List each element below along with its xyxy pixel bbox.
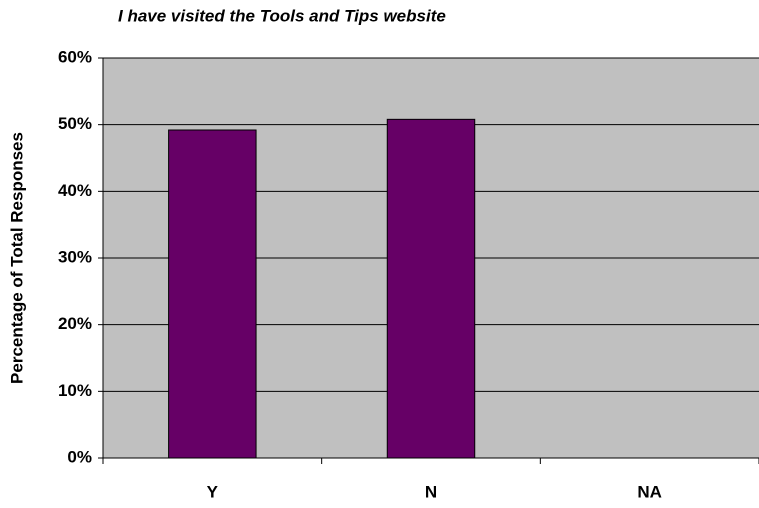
y-tick-label: 40%: [58, 181, 92, 200]
bar: [386, 118, 476, 459]
y-axis-label: Percentage of Total Responses: [7, 132, 26, 384]
chart-title: I have visited the Tools and Tips websit…: [118, 6, 446, 25]
y-tick-label: 30%: [58, 247, 92, 266]
x-tick-label: N: [425, 482, 437, 501]
x-tick-label: Y: [207, 482, 219, 501]
y-tick-label: 10%: [58, 381, 92, 400]
y-tick-label: 0%: [67, 447, 92, 466]
y-tick-label: 20%: [58, 314, 92, 333]
bar: [168, 129, 257, 459]
y-tick-label: 60%: [58, 47, 92, 66]
y-tick-label: 50%: [58, 114, 92, 133]
x-tick-label: NA: [637, 482, 662, 501]
